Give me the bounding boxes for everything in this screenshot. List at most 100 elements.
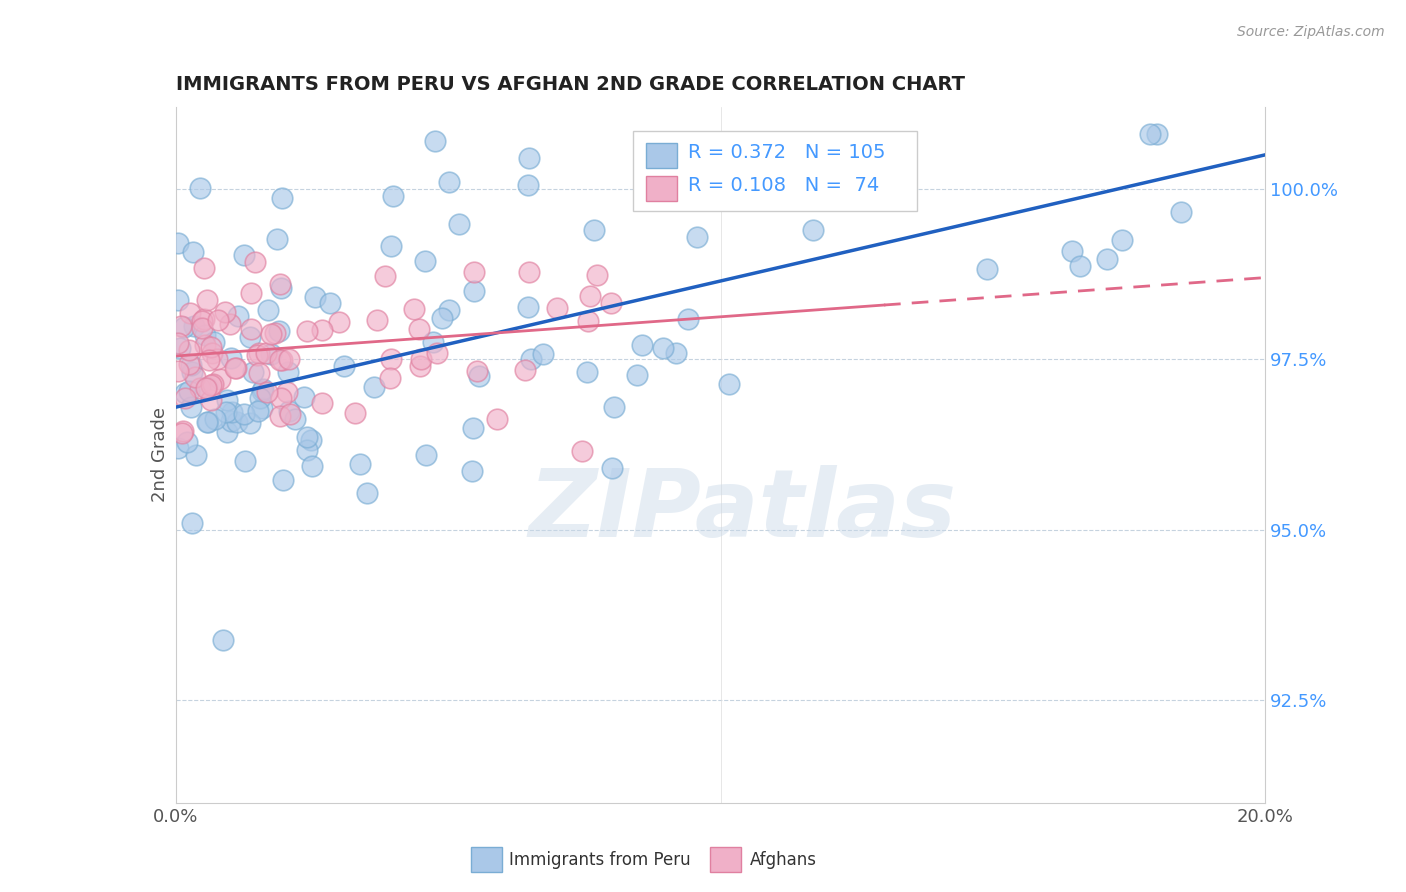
Point (463, 421, 485, 435)
Point (378, 371, 401, 385)
Point (200, 340, 222, 354)
Point (269, 352, 291, 367)
Point (200, 378, 222, 392)
Point (374, 269, 396, 284)
Point (209, 372, 232, 386)
Point (1111, 233, 1133, 247)
Point (267, 324, 290, 338)
Point (224, 361, 246, 376)
Point (172, 425, 194, 439)
Point (603, 400, 626, 414)
Text: IMMIGRANTS FROM PERU VS AFGHAN 2ND GRADE CORRELATION CHART: IMMIGRANTS FROM PERU VS AFGHAN 2ND GRADE… (176, 75, 965, 95)
Point (239, 330, 262, 344)
Point (214, 304, 236, 318)
Point (225, 415, 247, 429)
Point (247, 366, 270, 380)
Point (191, 320, 214, 334)
Point (194, 328, 217, 343)
Point (252, 401, 274, 416)
Point (278, 407, 301, 421)
Text: ZIPatlas: ZIPatlas (529, 465, 956, 557)
Point (583, 222, 606, 236)
Point (194, 338, 217, 352)
Point (180, 358, 202, 372)
Point (179, 343, 201, 358)
Point (193, 261, 215, 276)
Point (652, 341, 675, 355)
Point (666, 189, 689, 203)
Point (204, 411, 226, 425)
Point (242, 365, 264, 379)
Point (277, 404, 299, 418)
Point (217, 425, 239, 440)
Point (193, 312, 215, 326)
Point (257, 302, 280, 317)
Point (366, 312, 388, 326)
Point (437, 302, 460, 317)
Point (276, 384, 298, 399)
Point (343, 406, 366, 420)
Point (170, 318, 193, 333)
Point (333, 359, 356, 373)
Point (422, 335, 444, 350)
Point (180, 516, 202, 530)
Point (246, 404, 269, 418)
Point (225, 361, 247, 376)
Point (247, 346, 270, 360)
Point (252, 382, 274, 396)
Point (167, 293, 190, 308)
Point (486, 412, 509, 426)
Point (252, 384, 274, 398)
Point (271, 191, 294, 205)
Point (408, 321, 430, 335)
Point (197, 415, 219, 429)
Point (460, 465, 482, 479)
Point (363, 380, 385, 394)
Point (665, 345, 688, 359)
Point (217, 392, 239, 407)
Point (207, 351, 229, 366)
Point (1062, 244, 1084, 258)
Point (1139, 128, 1161, 142)
Point (183, 318, 205, 333)
Point (180, 400, 202, 414)
Point (437, 175, 460, 189)
Point (426, 346, 449, 360)
FancyBboxPatch shape (647, 143, 678, 168)
Point (380, 239, 402, 253)
Point (571, 444, 593, 458)
Point (519, 151, 541, 165)
Point (245, 255, 267, 269)
Point (517, 265, 540, 279)
Point (311, 323, 333, 337)
Point (686, 230, 709, 244)
Point (269, 409, 291, 423)
Point (301, 458, 323, 473)
Point (270, 281, 292, 295)
Point (271, 353, 294, 368)
Point (167, 235, 190, 250)
Point (517, 300, 540, 314)
Point (425, 134, 447, 148)
Point (246, 348, 269, 362)
Point (179, 306, 201, 320)
Point (263, 326, 285, 340)
Point (233, 407, 256, 421)
Point (195, 379, 218, 393)
Point (204, 334, 226, 349)
Point (1095, 252, 1118, 267)
Point (167, 441, 190, 455)
Point (219, 414, 242, 428)
Point (194, 381, 217, 395)
Point (689, 191, 711, 205)
Point (531, 346, 554, 360)
Point (579, 289, 602, 303)
Point (174, 391, 197, 405)
Point (976, 262, 998, 277)
Point (415, 448, 437, 462)
Point (254, 346, 277, 360)
Point (269, 277, 291, 291)
Point (801, 222, 824, 236)
Point (239, 322, 262, 336)
Point (311, 396, 333, 410)
